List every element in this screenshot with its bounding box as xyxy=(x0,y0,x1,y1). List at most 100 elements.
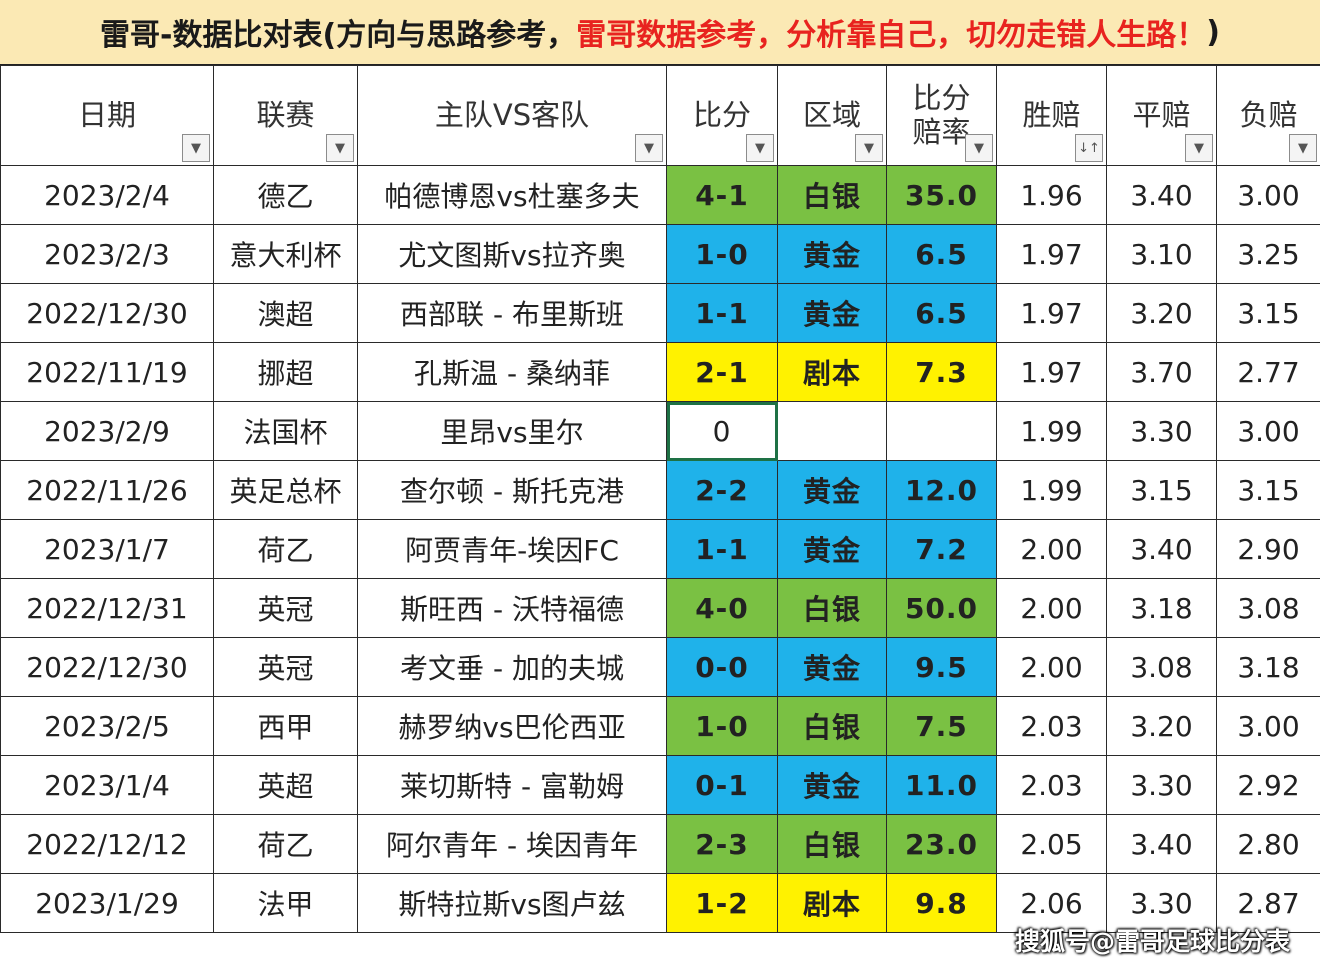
draw-odds-cell[interactable]: 3.40 xyxy=(1106,165,1217,225)
draw-odds-cell[interactable]: 3.30 xyxy=(1106,755,1217,815)
date-cell[interactable]: 2022/12/30 xyxy=(0,283,214,343)
score-cell[interactable]: 2-3 xyxy=(666,814,778,874)
filter-dropdown-icon[interactable]: ▼ xyxy=(182,134,210,162)
win-odds-cell[interactable]: 1.99 xyxy=(996,460,1107,520)
lose-odds-cell[interactable]: 2.92 xyxy=(1216,755,1320,815)
win-odds-cell[interactable]: 2.03 xyxy=(996,696,1107,756)
lose-odds-cell[interactable]: 3.15 xyxy=(1216,283,1320,343)
score-cell[interactable]: 4-1 xyxy=(666,165,778,225)
score-cell[interactable]: 0-1 xyxy=(666,755,778,815)
score-cell[interactable]: 4-0 xyxy=(666,578,778,638)
draw-odds-cell[interactable]: 3.40 xyxy=(1106,814,1217,874)
zone-cell[interactable]: 白银 xyxy=(777,578,887,638)
header-win-odds[interactable]: 胜赔 ↓↑ xyxy=(996,65,1107,166)
league-cell[interactable]: 英冠 xyxy=(213,637,358,697)
zone-cell[interactable]: 黄金 xyxy=(777,224,887,284)
filter-dropdown-icon[interactable]: ▼ xyxy=(1185,134,1213,162)
date-cell[interactable]: 2022/12/30 xyxy=(0,637,214,697)
win-odds-cell[interactable]: 2.05 xyxy=(996,814,1107,874)
header-match[interactable]: 主队VS客队 ▼ xyxy=(357,65,667,166)
score-odds-cell[interactable]: 50.0 xyxy=(886,578,997,638)
filter-dropdown-icon[interactable]: ▼ xyxy=(965,134,993,162)
match-cell[interactable]: 考文垂 - 加的夫城 xyxy=(357,637,667,697)
score-odds-cell[interactable]: 6.5 xyxy=(886,224,997,284)
score-cell[interactable]: 1-0 xyxy=(666,224,778,284)
win-odds-cell[interactable]: 2.00 xyxy=(996,637,1107,697)
win-odds-cell[interactable]: 1.99 xyxy=(996,401,1107,461)
match-cell[interactable]: 赫罗纳vs巴伦西亚 xyxy=(357,696,667,756)
draw-odds-cell[interactable]: 3.08 xyxy=(1106,637,1217,697)
zone-cell[interactable]: 白银 xyxy=(777,165,887,225)
score-cell[interactable]: 1-1 xyxy=(666,283,778,343)
lose-odds-cell[interactable]: 3.00 xyxy=(1216,401,1320,461)
match-cell[interactable]: 斯旺西 - 沃特福德 xyxy=(357,578,667,638)
lose-odds-cell[interactable]: 3.00 xyxy=(1216,696,1320,756)
league-cell[interactable]: 澳超 xyxy=(213,283,358,343)
match-cell[interactable]: 尤文图斯vs拉齐奥 xyxy=(357,224,667,284)
match-cell[interactable]: 帕德博恩vs杜塞多夫 xyxy=(357,165,667,225)
date-cell[interactable]: 2022/11/26 xyxy=(0,460,214,520)
score-cell[interactable]: 1-1 xyxy=(666,519,778,579)
zone-cell[interactable]: 白银 xyxy=(777,696,887,756)
date-cell[interactable]: 2023/1/7 xyxy=(0,519,214,579)
score-cell[interactable]: 2-2 xyxy=(666,460,778,520)
match-cell[interactable]: 里昂vs里尔 xyxy=(357,401,667,461)
date-cell[interactable]: 2022/12/12 xyxy=(0,814,214,874)
zone-cell[interactable]: 白银 xyxy=(777,814,887,874)
draw-odds-cell[interactable]: 3.70 xyxy=(1106,342,1217,402)
match-cell[interactable]: 查尔顿 - 斯托克港 xyxy=(357,460,667,520)
win-odds-cell[interactable]: 2.00 xyxy=(996,578,1107,638)
draw-odds-cell[interactable]: 3.40 xyxy=(1106,519,1217,579)
league-cell[interactable]: 英超 xyxy=(213,755,358,815)
draw-odds-cell[interactable]: 3.30 xyxy=(1106,873,1217,933)
match-cell[interactable]: 莱切斯特 - 富勒姆 xyxy=(357,755,667,815)
lose-odds-cell[interactable]: 2.77 xyxy=(1216,342,1320,402)
league-cell[interactable]: 英冠 xyxy=(213,578,358,638)
header-score-odds[interactable]: 比分 赔率 ▼ xyxy=(886,65,997,166)
zone-cell[interactable]: 剧本 xyxy=(777,342,887,402)
lose-odds-cell[interactable]: 3.15 xyxy=(1216,460,1320,520)
sort-icon[interactable]: ↓↑ xyxy=(1075,134,1103,162)
win-odds-cell[interactable]: 1.96 xyxy=(996,165,1107,225)
date-cell[interactable]: 2022/11/19 xyxy=(0,342,214,402)
filter-dropdown-icon[interactable]: ▼ xyxy=(855,134,883,162)
league-cell[interactable]: 意大利杯 xyxy=(213,224,358,284)
score-cell[interactable]: 1-2 xyxy=(666,873,778,933)
lose-odds-cell[interactable]: 2.90 xyxy=(1216,519,1320,579)
score-odds-cell[interactable]: 35.0 xyxy=(886,165,997,225)
win-odds-cell[interactable]: 2.03 xyxy=(996,755,1107,815)
zone-cell[interactable] xyxy=(777,401,887,461)
date-cell[interactable]: 2023/2/9 xyxy=(0,401,214,461)
match-cell[interactable]: 孔斯温 - 桑纳菲 xyxy=(357,342,667,402)
score-odds-cell[interactable]: 9.5 xyxy=(886,637,997,697)
date-cell[interactable]: 2022/12/31 xyxy=(0,578,214,638)
filter-dropdown-icon[interactable]: ▼ xyxy=(1289,134,1317,162)
draw-odds-cell[interactable]: 3.20 xyxy=(1106,283,1217,343)
league-cell[interactable]: 法甲 xyxy=(213,873,358,933)
draw-odds-cell[interactable]: 3.15 xyxy=(1106,460,1217,520)
lose-odds-cell[interactable]: 3.08 xyxy=(1216,578,1320,638)
match-cell[interactable]: 斯特拉斯vs图卢兹 xyxy=(357,873,667,933)
header-league[interactable]: 联赛 ▼ xyxy=(213,65,358,166)
date-cell[interactable]: 2023/1/29 xyxy=(0,873,214,933)
draw-odds-cell[interactable]: 3.18 xyxy=(1106,578,1217,638)
match-cell[interactable]: 阿贾青年-埃因FC xyxy=(357,519,667,579)
win-odds-cell[interactable]: 2.06 xyxy=(996,873,1107,933)
league-cell[interactable]: 挪超 xyxy=(213,342,358,402)
filter-dropdown-icon[interactable]: ▼ xyxy=(326,134,354,162)
zone-cell[interactable]: 黄金 xyxy=(777,755,887,815)
draw-odds-cell[interactable]: 3.30 xyxy=(1106,401,1217,461)
score-odds-cell[interactable]: 7.5 xyxy=(886,696,997,756)
score-odds-cell[interactable]: 23.0 xyxy=(886,814,997,874)
lose-odds-cell[interactable]: 3.18 xyxy=(1216,637,1320,697)
header-draw-odds[interactable]: 平赔 ▼ xyxy=(1106,65,1217,166)
zone-cell[interactable]: 黄金 xyxy=(777,519,887,579)
filter-dropdown-icon[interactable]: ▼ xyxy=(635,134,663,162)
zone-cell[interactable]: 剧本 xyxy=(777,873,887,933)
lose-odds-cell[interactable]: 2.80 xyxy=(1216,814,1320,874)
score-cell[interactable]: 2-1 xyxy=(666,342,778,402)
date-cell[interactable]: 2023/2/3 xyxy=(0,224,214,284)
score-cell[interactable]: 0-0 xyxy=(666,637,778,697)
header-lose-odds[interactable]: 负赔 ▼ xyxy=(1216,65,1320,166)
match-cell[interactable]: 西部联 - 布里斯班 xyxy=(357,283,667,343)
